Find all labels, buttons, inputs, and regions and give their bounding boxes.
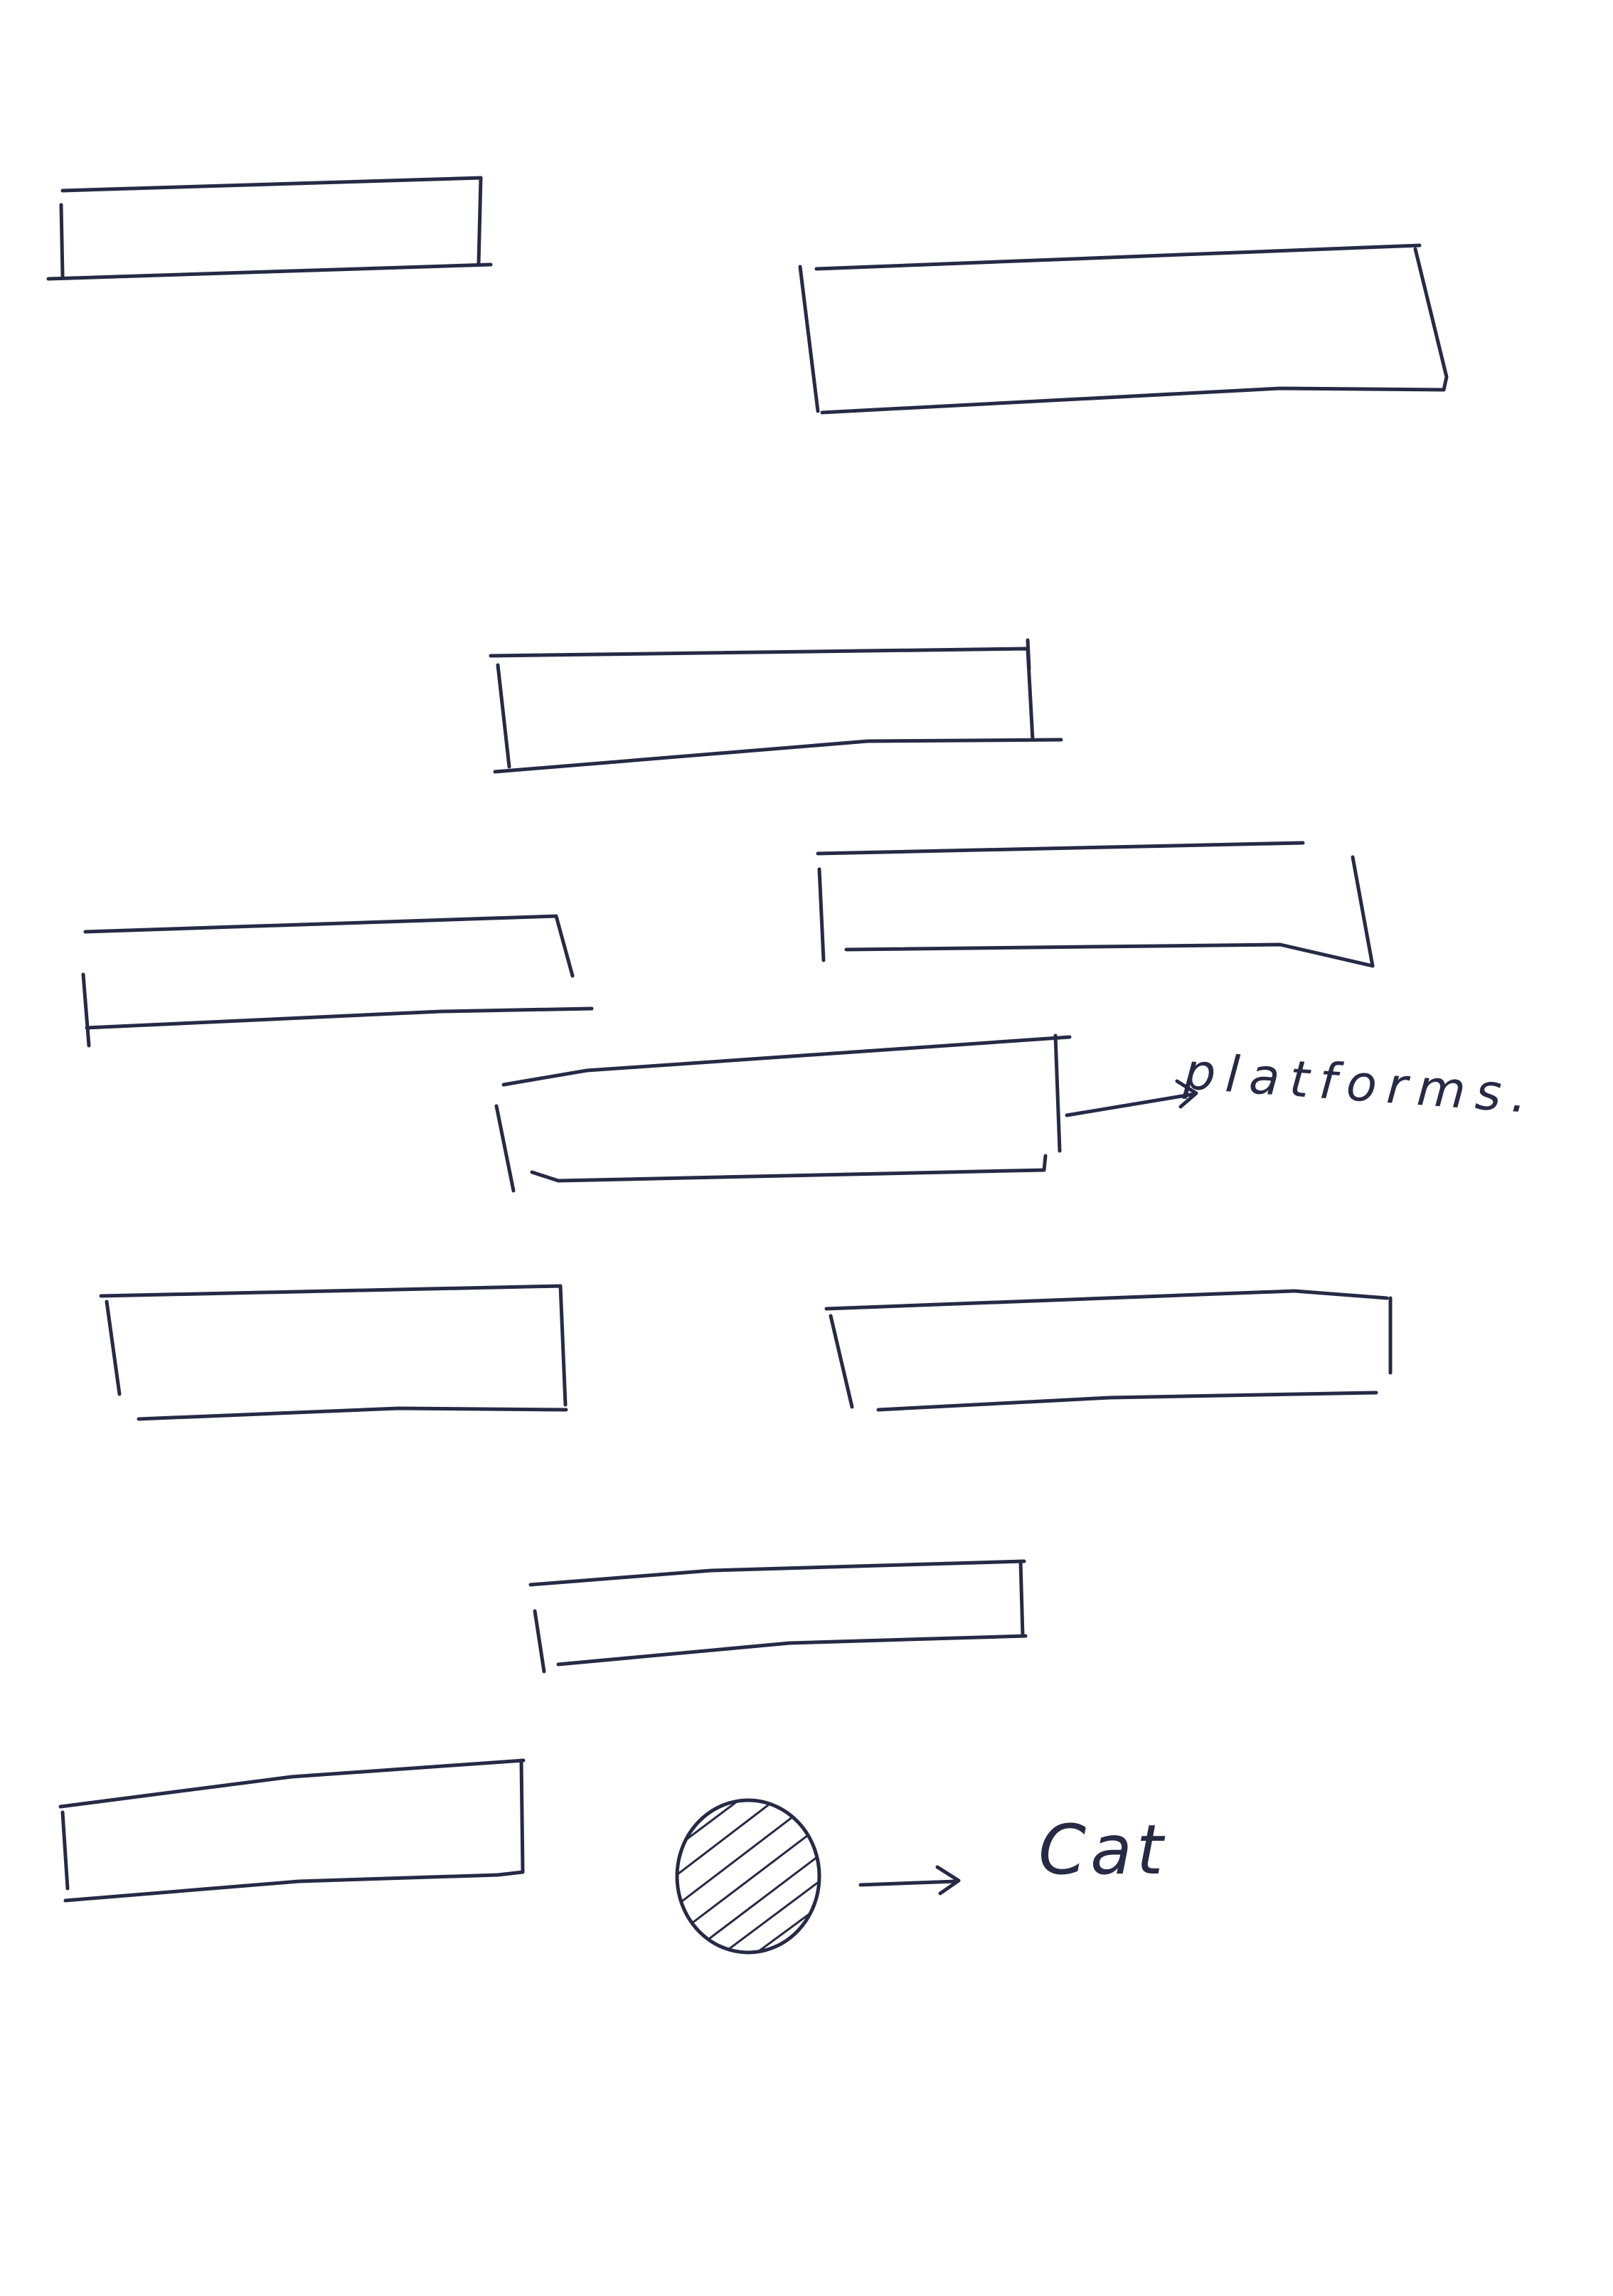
platform-1	[46, 176, 493, 281]
cat-icon	[675, 1798, 821, 1955]
cat-annotation: Cat	[1038, 1810, 1168, 1890]
platform-5	[81, 914, 594, 1048]
platform-8	[824, 1289, 1393, 1412]
platform-10	[58, 1758, 526, 1903]
platform-9	[528, 1559, 1028, 1674]
platform-7	[99, 1284, 568, 1421]
platform-3	[489, 638, 1063, 774]
arrow-right-icon	[858, 1865, 961, 1896]
platform-4	[816, 841, 1375, 968]
arrow-right-icon	[1065, 1079, 1198, 1117]
platform-6	[494, 1033, 1072, 1193]
platform-2	[798, 243, 1449, 415]
